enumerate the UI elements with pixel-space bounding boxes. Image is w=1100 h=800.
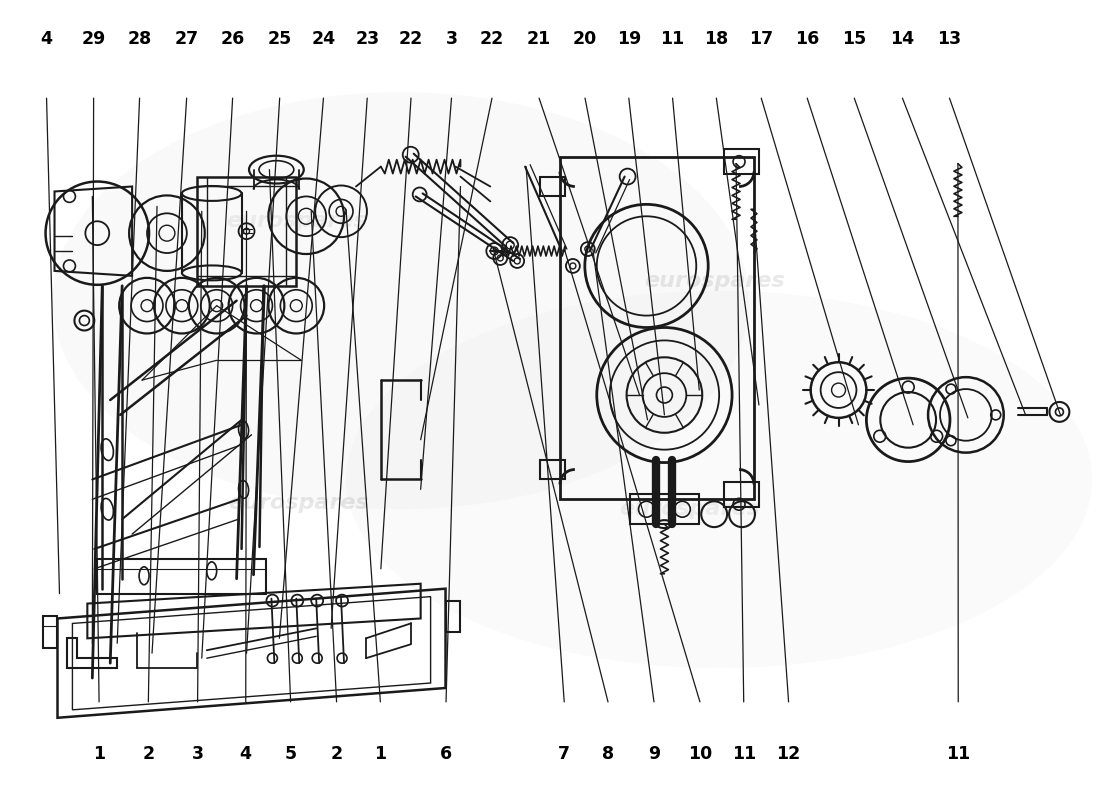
Bar (724, 149, 759, 174)
Text: eurospares: eurospares (226, 211, 366, 231)
Text: 2: 2 (330, 745, 342, 762)
Bar (540, 459, 565, 479)
Ellipse shape (346, 290, 1092, 668)
Text: 26: 26 (220, 30, 244, 47)
Text: 4: 4 (240, 745, 252, 762)
Text: eurospares: eurospares (619, 499, 760, 519)
Bar (629, 494, 700, 524)
Text: 1: 1 (374, 745, 386, 762)
Text: 15: 15 (843, 30, 867, 47)
Text: 6: 6 (440, 745, 452, 762)
Text: 24: 24 (311, 30, 336, 47)
Bar (560, 157, 754, 499)
Text: 20: 20 (573, 30, 597, 47)
Text: 8: 8 (602, 745, 614, 762)
Text: 29: 29 (81, 30, 106, 47)
Text: eurospares: eurospares (644, 271, 784, 291)
Bar (197, 177, 296, 286)
Text: 4: 4 (41, 30, 53, 47)
Text: eurospares: eurospares (228, 494, 368, 514)
Text: 22: 22 (399, 30, 424, 47)
Text: 21: 21 (527, 30, 551, 47)
Text: 1: 1 (94, 745, 106, 762)
Text: 5: 5 (285, 745, 297, 762)
Text: 11: 11 (732, 745, 756, 762)
Text: 12: 12 (777, 745, 801, 762)
Text: 28: 28 (128, 30, 152, 47)
Text: 27: 27 (175, 30, 199, 47)
Text: 25: 25 (267, 30, 292, 47)
Text: 14: 14 (890, 30, 914, 47)
Text: 19: 19 (617, 30, 641, 47)
Bar (97, 559, 266, 594)
Bar (724, 482, 759, 507)
Text: 7: 7 (558, 745, 570, 762)
Text: 3: 3 (191, 745, 204, 762)
Text: 11: 11 (660, 30, 684, 47)
Text: 22: 22 (480, 30, 504, 47)
Bar (540, 177, 565, 197)
Text: 11: 11 (946, 745, 970, 762)
Text: 13: 13 (937, 30, 961, 47)
Text: 10: 10 (688, 745, 712, 762)
Text: 23: 23 (355, 30, 380, 47)
Text: 9: 9 (648, 745, 660, 762)
Ellipse shape (53, 92, 749, 510)
Text: 2: 2 (142, 745, 154, 762)
Text: 16: 16 (795, 30, 820, 47)
Text: 18: 18 (704, 30, 728, 47)
Text: 17: 17 (749, 30, 773, 47)
Text: 3: 3 (446, 30, 458, 47)
